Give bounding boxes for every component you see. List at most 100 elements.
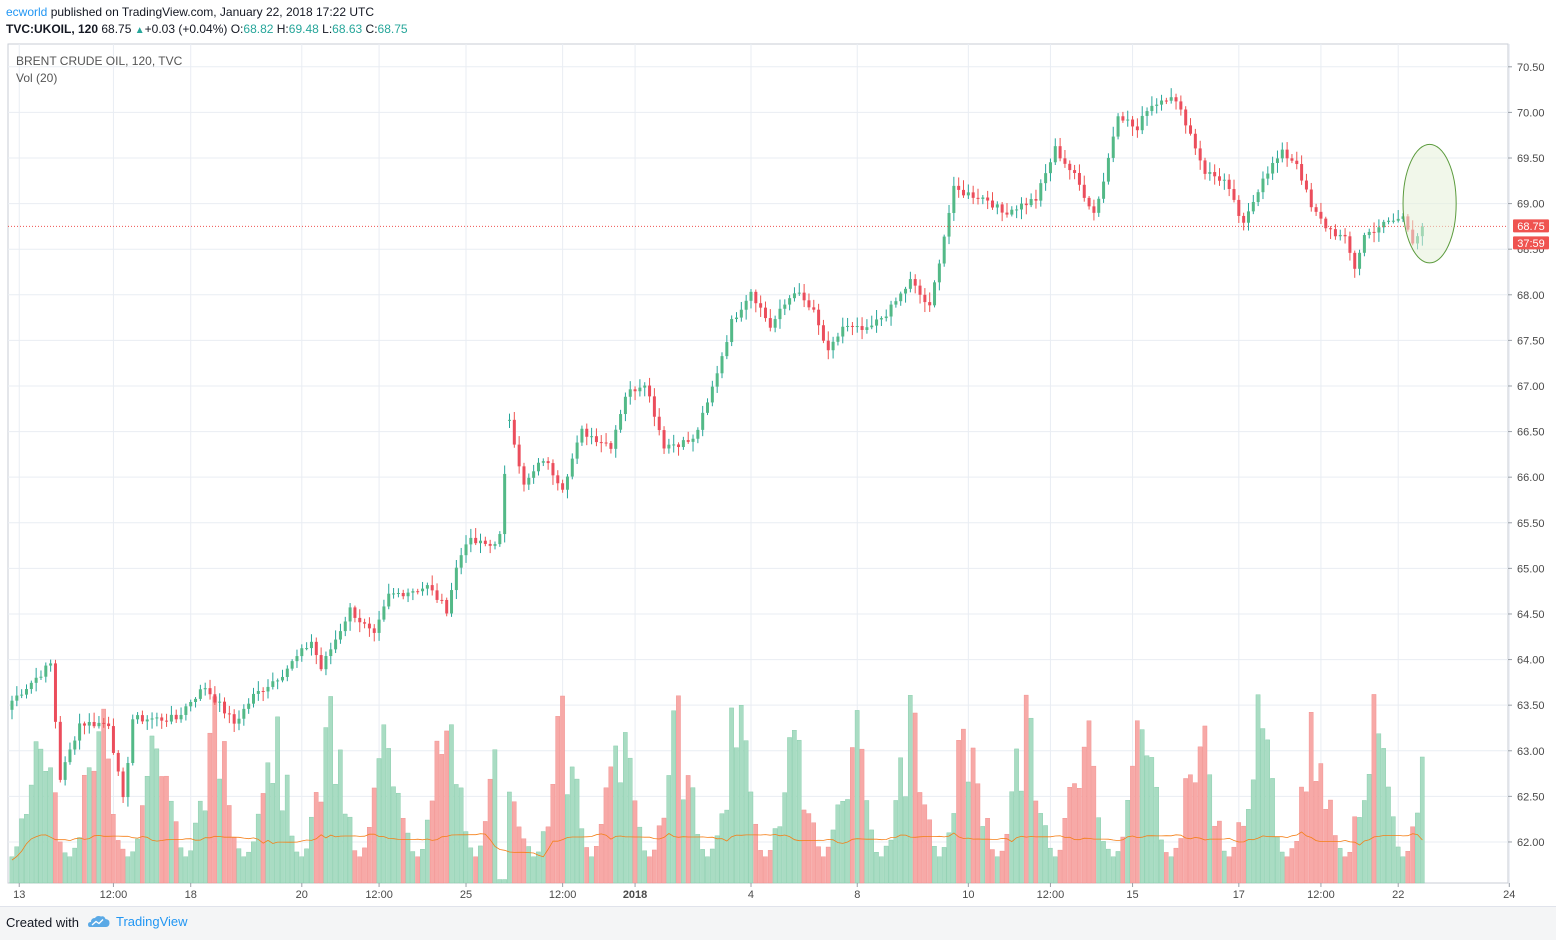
candle-body — [363, 622, 367, 624]
volume-bar — [164, 775, 169, 884]
candle-body — [942, 236, 946, 264]
candle-body — [329, 649, 333, 657]
volume-bar — [680, 799, 686, 884]
volume-bar — [647, 856, 652, 884]
tradingview-link[interactable]: TradingView — [88, 914, 188, 929]
volume-bar — [666, 775, 672, 884]
volume-bar — [284, 774, 290, 884]
volume-bar — [1101, 841, 1106, 884]
volume-bar — [1139, 729, 1145, 884]
candle-body — [406, 592, 410, 597]
volume-bar — [1154, 786, 1159, 884]
author-link[interactable]: ecworld — [6, 5, 48, 19]
candle-body — [174, 714, 178, 720]
candle-body — [517, 444, 521, 467]
candle-body — [1382, 221, 1386, 228]
candle-body — [913, 279, 917, 286]
candle-body — [971, 192, 975, 198]
plot-area[interactable] — [7, 43, 1509, 884]
candle-body — [619, 414, 623, 430]
candle-body — [1213, 172, 1217, 177]
candle-body — [1164, 100, 1168, 102]
x-tick-label: 18 — [185, 889, 197, 901]
candle-body — [831, 341, 835, 351]
volume-bar — [328, 696, 333, 884]
volume-bar — [144, 775, 150, 884]
candle-body — [223, 701, 227, 714]
symbol-label[interactable]: TVC:UKOIL, 120 — [6, 22, 99, 36]
volume-bar — [125, 856, 131, 884]
volume-bar — [323, 727, 329, 884]
volume-bar — [738, 705, 744, 884]
candle-body — [1333, 229, 1337, 237]
candle-body — [464, 544, 468, 556]
volume-bar — [932, 846, 937, 884]
candle-body — [353, 607, 357, 618]
candle-body — [966, 192, 970, 196]
publish-line: ecworld published on TradingView.com, Ja… — [6, 4, 408, 21]
volume-bar — [318, 801, 324, 884]
volume-bar — [589, 856, 594, 884]
candle-body — [995, 204, 999, 208]
volume-bar — [1419, 756, 1425, 884]
volume-bar — [1038, 813, 1043, 884]
volume-bar — [651, 849, 657, 884]
volume-bar — [772, 828, 778, 884]
volume-bar — [376, 758, 382, 884]
volume-bar — [1231, 846, 1237, 884]
volume-bar — [265, 762, 271, 884]
price-axis[interactable]: 62.00 62.50 63.00 63.50 64.00 64.50 65.00 65.50… — [1508, 62, 1545, 849]
candle-body — [807, 300, 811, 308]
candle-body — [706, 402, 710, 413]
volume-bar — [1120, 836, 1126, 884]
volume-bar — [1033, 800, 1039, 884]
volume-bar — [830, 829, 836, 884]
candle-body — [1309, 189, 1313, 208]
volume-bar — [767, 850, 773, 884]
volume-bar — [1149, 757, 1155, 884]
volume-bar — [1004, 833, 1010, 884]
candle-body — [962, 189, 966, 196]
candle-body — [1174, 97, 1178, 102]
x-tick-label: 12:00 — [100, 889, 128, 901]
footer: Created with TradingView — [0, 906, 1556, 940]
candle-body — [280, 676, 284, 681]
volume-bar — [1405, 851, 1411, 884]
candlestick-chart[interactable]: 62.00 62.50 63.00 63.50 64.00 64.50 65.00 65.50… — [0, 0, 1556, 906]
volume-bar — [1125, 800, 1130, 884]
candle-body — [614, 429, 618, 449]
time-axis[interactable]: 13 12:00 18 20 12:00 25 12:00 2018 4 8 10 12:00 15 17… — [13, 883, 1515, 901]
volume-bar — [270, 783, 276, 884]
candle-body — [976, 197, 980, 199]
volume-bar — [82, 775, 87, 884]
volume-bar — [869, 829, 874, 884]
candle-body — [817, 309, 821, 326]
x-tick-label: 10 — [962, 889, 974, 901]
volume-bar — [140, 805, 145, 884]
volume-bar — [338, 749, 343, 884]
candle-body — [1266, 173, 1270, 179]
volume-bar — [893, 800, 899, 884]
candle-body — [836, 336, 840, 342]
volume-bar — [613, 745, 618, 884]
close-value: 68.75 — [377, 22, 408, 36]
candle-body — [343, 621, 347, 632]
volume-bar — [1361, 800, 1367, 884]
candle-body — [1218, 176, 1221, 181]
volume-bar — [371, 787, 377, 884]
candle-body — [1227, 179, 1231, 190]
candle-body — [198, 689, 202, 699]
candle-body — [889, 304, 893, 317]
volume-bar — [1299, 786, 1304, 884]
volume-bar — [540, 831, 546, 884]
candle-body — [826, 340, 830, 351]
highlight-ellipse[interactable] — [1402, 143, 1457, 264]
volume-bar — [700, 849, 705, 884]
volume-bar — [796, 739, 802, 884]
volume-bar — [637, 826, 643, 884]
candle-body — [797, 292, 801, 294]
candle-body — [749, 291, 753, 301]
volume-bar — [1265, 739, 1270, 884]
candle-body — [1073, 170, 1077, 173]
candle-body — [1304, 180, 1308, 190]
